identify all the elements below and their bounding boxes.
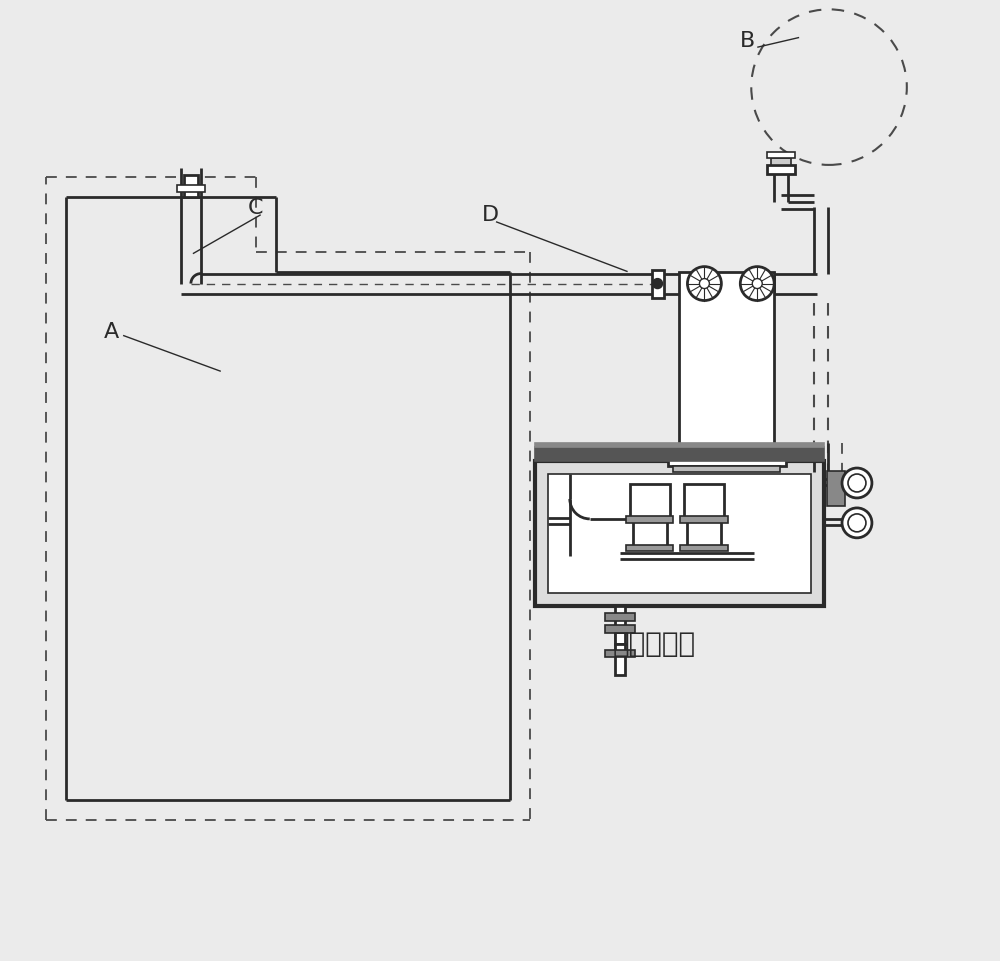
Bar xyxy=(668,456,786,466)
Circle shape xyxy=(848,514,866,532)
Bar xyxy=(673,466,780,473)
Bar xyxy=(184,176,198,198)
Bar xyxy=(535,461,824,606)
Bar xyxy=(615,644,625,676)
Bar xyxy=(630,484,670,519)
Circle shape xyxy=(842,508,872,538)
Bar xyxy=(626,545,673,552)
Bar xyxy=(767,153,795,159)
Circle shape xyxy=(699,280,709,289)
Bar xyxy=(535,444,824,448)
Bar xyxy=(827,472,845,506)
Bar xyxy=(605,613,635,621)
Circle shape xyxy=(848,475,866,492)
Bar xyxy=(548,475,811,593)
Bar xyxy=(771,159,791,165)
Bar xyxy=(695,275,713,293)
Circle shape xyxy=(740,267,774,301)
Bar xyxy=(684,484,724,519)
Bar xyxy=(680,545,728,552)
Bar xyxy=(626,516,673,524)
Circle shape xyxy=(687,267,721,301)
Bar xyxy=(535,448,824,461)
Bar xyxy=(679,272,774,456)
Bar xyxy=(633,517,667,550)
Bar xyxy=(605,650,635,657)
Text: A: A xyxy=(104,322,119,342)
Bar xyxy=(748,275,766,293)
Bar xyxy=(652,270,664,298)
Circle shape xyxy=(752,280,762,289)
Circle shape xyxy=(653,280,663,289)
Circle shape xyxy=(842,469,872,499)
Text: C: C xyxy=(248,198,263,217)
Bar xyxy=(687,517,721,550)
Bar xyxy=(615,606,625,644)
Text: B: B xyxy=(740,32,755,51)
Bar xyxy=(177,185,205,192)
Bar xyxy=(767,165,795,175)
Text: D: D xyxy=(481,205,499,225)
Bar xyxy=(680,516,728,524)
Text: 至事放油池: 至事放油池 xyxy=(613,628,696,657)
Bar xyxy=(605,625,635,633)
